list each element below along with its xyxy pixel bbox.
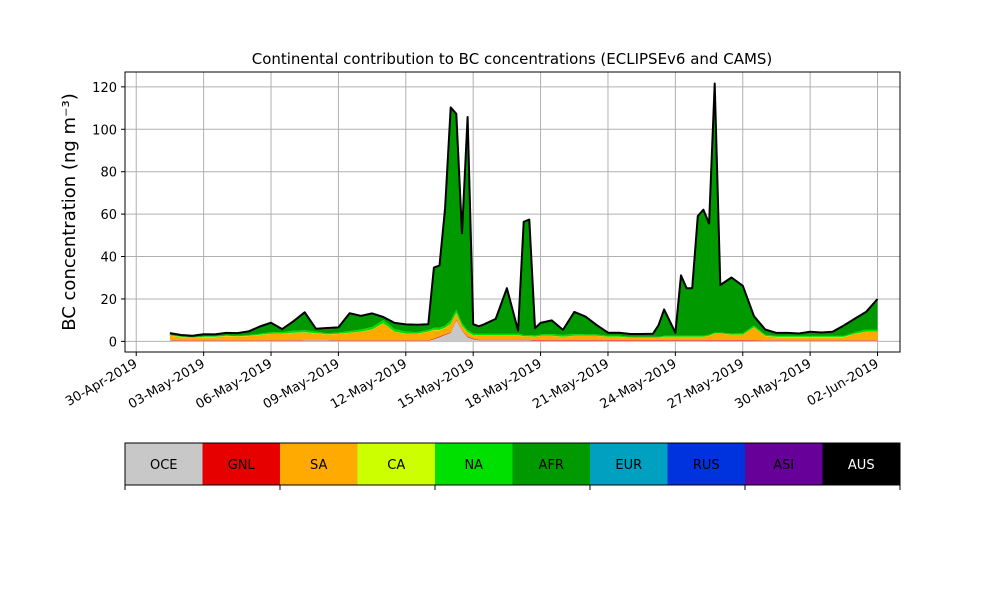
legend-swatch-rus [667,443,745,485]
y-axis-title: BC concentration (ng m⁻³) [59,93,80,331]
legend-swatch-sa [280,443,358,485]
y-tick-label: 80 [100,166,117,181]
legend-swatch-ca [357,443,435,485]
legend-frame [124,442,901,486]
legend-swatch-oce [125,443,203,485]
x-tick-label: 30-May-2019 [732,356,814,412]
area-sa [169,313,878,341]
y-tick-label: 0 [109,335,117,350]
legend-swatch-afr [512,443,590,485]
y-tick-label: 20 [100,293,117,308]
legend-label-sa: SA [310,458,327,473]
legend-swatch-na [435,443,513,485]
y-tick-label: 40 [100,251,117,266]
total-line [169,82,879,337]
legend-swatch-aus [822,443,900,485]
legend-swatch-eur [590,443,668,485]
legend: OCE GNL SA CA NA AFR EUR RUS ASI AUS [124,442,901,490]
legend-swatch-gnl [202,443,280,485]
plot-area: 02040608010012030-Apr-201903-May-201906-… [63,71,901,412]
legend-label-eur: EUR [615,458,642,473]
legend-label-asi: ASI [773,458,794,473]
plot-frame [124,71,901,353]
area-afr [169,84,878,338]
y-tick-label: 100 [92,123,117,138]
y-tick-label: 60 [100,208,117,223]
y-tick-label: 120 [92,81,117,96]
legend-swatch-asi [745,443,823,485]
legend-label-na: NA [464,458,483,473]
legend-label-oce: OCE [150,458,178,473]
x-tick-label: 02-Jun-2019 [805,356,882,409]
legend-label-aus: AUS [848,458,875,473]
legend-label-gnl: GNL [228,458,256,473]
legend-label-ca: CA [387,458,405,473]
legend-label-rus: RUS [693,458,720,473]
chart-title: Continental contribution to BC concentra… [252,50,773,68]
legend-label-afr: AFR [539,458,564,473]
